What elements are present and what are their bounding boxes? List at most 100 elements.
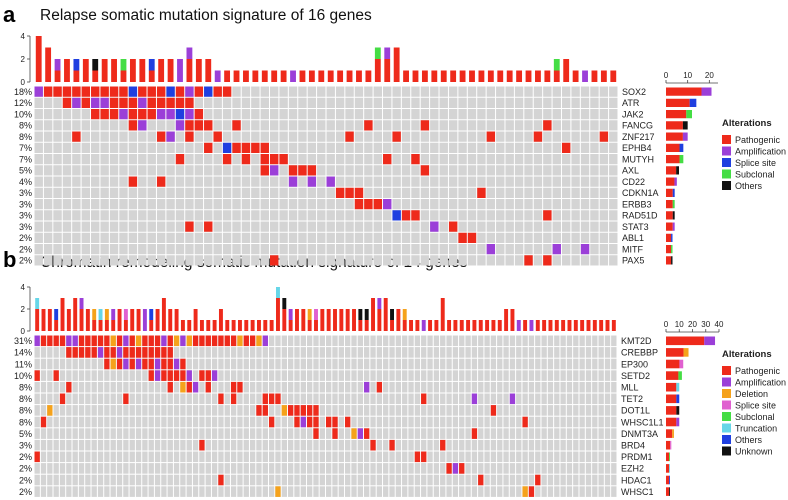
grid-cell bbox=[446, 486, 452, 497]
grid-cell bbox=[533, 109, 543, 120]
grid-cell bbox=[47, 393, 53, 405]
grid-cell bbox=[326, 120, 335, 131]
mutation-cell bbox=[135, 347, 142, 358]
grid-cell bbox=[332, 347, 338, 358]
top-bar bbox=[459, 70, 466, 82]
grid-cell bbox=[604, 370, 611, 381]
grid-cell bbox=[224, 393, 230, 405]
grid-cell bbox=[319, 428, 325, 439]
grid-cell bbox=[465, 358, 471, 370]
grid-cell bbox=[465, 486, 471, 497]
grid-cell bbox=[421, 463, 427, 474]
grid-cell bbox=[383, 439, 389, 451]
grid-cell bbox=[47, 439, 53, 451]
grid-cell bbox=[541, 335, 547, 347]
mutation-cell bbox=[446, 463, 452, 474]
grid-cell bbox=[43, 142, 53, 153]
grid-cell bbox=[592, 439, 598, 451]
grid-cell bbox=[275, 335, 281, 347]
mutation-cell bbox=[192, 381, 199, 393]
grid-cell bbox=[241, 131, 251, 142]
grid-cell bbox=[573, 405, 579, 416]
gene-percent-label: 5% bbox=[19, 429, 32, 439]
grid-cell bbox=[62, 131, 72, 142]
grid-cell bbox=[590, 187, 599, 198]
grid-cell bbox=[104, 486, 110, 497]
grid-cell bbox=[533, 210, 543, 221]
mutation-cell bbox=[232, 120, 241, 131]
grid-cell bbox=[175, 165, 185, 176]
grid-cell bbox=[484, 381, 490, 393]
grid-cell bbox=[452, 428, 459, 439]
grid-cell bbox=[541, 439, 547, 451]
grid-cell bbox=[156, 120, 166, 131]
grid-cell bbox=[205, 474, 211, 486]
grid-cell bbox=[389, 416, 395, 428]
mutation-cell bbox=[218, 393, 224, 405]
grid-cell bbox=[448, 165, 458, 176]
grid-cell bbox=[237, 358, 243, 370]
grid-cell bbox=[205, 347, 211, 358]
top-bar bbox=[64, 59, 70, 82]
grid-cell bbox=[528, 416, 535, 428]
grid-cell bbox=[148, 381, 154, 393]
grid-cell bbox=[560, 405, 566, 416]
mutation-cell bbox=[543, 120, 552, 131]
grid-cell bbox=[351, 370, 357, 381]
grid-cell bbox=[505, 187, 514, 198]
grid-cell bbox=[401, 221, 411, 232]
grid-cell bbox=[251, 109, 260, 120]
side-bar bbox=[676, 417, 680, 427]
grid-cell bbox=[110, 439, 116, 451]
grid-cell bbox=[535, 439, 541, 451]
grid-cell bbox=[609, 165, 618, 176]
grid-cell bbox=[484, 358, 490, 370]
grid-cell bbox=[199, 486, 205, 497]
grid-cell bbox=[439, 120, 448, 131]
grid-cell bbox=[573, 416, 579, 428]
grid-cell bbox=[306, 428, 313, 439]
grid-cell bbox=[420, 255, 430, 266]
grid-cell bbox=[370, 486, 376, 497]
grid-cell bbox=[243, 393, 249, 405]
grid-cell bbox=[439, 176, 448, 187]
grid-cell bbox=[389, 428, 395, 439]
grid-cell bbox=[287, 463, 294, 474]
grid-cell bbox=[97, 428, 104, 439]
gene-percent-label: 8% bbox=[19, 394, 32, 404]
grid-cell bbox=[373, 97, 383, 108]
mutation-cell bbox=[561, 142, 571, 153]
grid-cell bbox=[452, 416, 459, 428]
grid-cell bbox=[401, 165, 411, 176]
grid-cell bbox=[524, 154, 533, 165]
mutation-cell bbox=[260, 142, 269, 153]
grid-cell bbox=[509, 381, 516, 393]
grid-cell bbox=[364, 416, 370, 428]
grid-cell bbox=[604, 358, 611, 370]
grid-cell bbox=[78, 439, 85, 451]
grid-cell bbox=[66, 416, 72, 428]
grid-cell bbox=[222, 165, 232, 176]
grid-cell bbox=[147, 232, 156, 243]
mutation-cell bbox=[85, 347, 91, 358]
grid-cell bbox=[47, 416, 53, 428]
grid-cell bbox=[319, 335, 325, 347]
grid-cell bbox=[326, 405, 332, 416]
grid-cell bbox=[402, 393, 408, 405]
grid-cell bbox=[420, 199, 430, 210]
grid-cell bbox=[294, 358, 300, 370]
grid-cell bbox=[213, 199, 222, 210]
grid-cell bbox=[370, 428, 376, 439]
grid-cell bbox=[335, 244, 345, 255]
grid-cell bbox=[547, 463, 554, 474]
grid-cell bbox=[135, 451, 142, 463]
grid-cell bbox=[298, 210, 307, 221]
grid-cell bbox=[167, 451, 173, 463]
mutation-cell bbox=[213, 131, 222, 142]
grid-cell bbox=[138, 255, 147, 266]
grid-cell bbox=[509, 474, 516, 486]
top-bar bbox=[79, 298, 84, 309]
grid-cell bbox=[204, 131, 213, 142]
top-bar bbox=[365, 70, 372, 82]
mutation-cell bbox=[167, 370, 173, 381]
